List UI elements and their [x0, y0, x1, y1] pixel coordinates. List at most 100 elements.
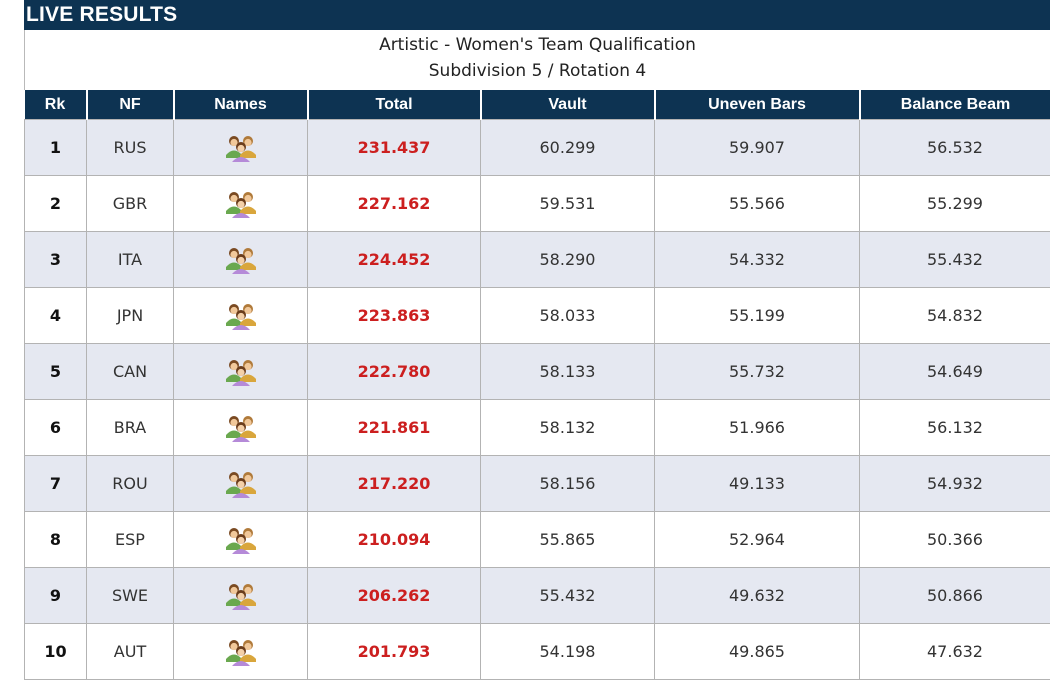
- nf-cell: BRA: [86, 399, 174, 456]
- total-cell: 227.162: [307, 175, 481, 232]
- event-heading: Artistic - Women's Team Qualification Su…: [24, 30, 1050, 90]
- vault-cell: 59.531: [480, 175, 655, 232]
- total-cell: 224.452: [307, 231, 481, 288]
- team-members-icon[interactable]: [224, 133, 258, 163]
- nf-cell: JPN: [86, 287, 174, 344]
- live-results-banner: LIVE RESULTS: [24, 0, 1050, 30]
- names-cell[interactable]: [173, 175, 308, 232]
- nf-cell: ITA: [86, 231, 174, 288]
- team-members-icon[interactable]: [224, 469, 258, 499]
- table-row: 3 ITA 224.452 58.290 54.332 55.432: [24, 231, 1050, 288]
- event-subtitle: Subdivision 5 / Rotation 4: [428, 61, 647, 81]
- table-row: 10 AUT 201.793 54.198 49.865 47.632: [24, 623, 1050, 680]
- vault-cell: 58.290: [480, 231, 655, 288]
- team-members-icon[interactable]: [224, 525, 258, 555]
- uneven-bars-cell: 55.199: [654, 287, 860, 344]
- results-body: 1 RUS 231.437 60.299 59.907 56.532 2 GBR 227.162…: [24, 119, 1050, 680]
- rank-cell: 4: [24, 287, 87, 344]
- total-cell: 217.220: [307, 455, 481, 512]
- rank-cell: 8: [24, 511, 87, 568]
- team-members-icon[interactable]: [224, 357, 258, 387]
- names-cell[interactable]: [173, 567, 308, 624]
- balance-beam-cell: 56.132: [859, 399, 1050, 456]
- nf-cell: GBR: [86, 175, 174, 232]
- table-row: 7 ROU 217.220 58.156 49.133 54.932: [24, 455, 1050, 512]
- rank-cell: 1: [24, 119, 87, 176]
- names-cell[interactable]: [173, 343, 308, 400]
- header-names[interactable]: Names: [172, 90, 308, 120]
- team-members-icon[interactable]: [224, 189, 258, 219]
- uneven-bars-cell: 55.732: [654, 343, 860, 400]
- names-cell[interactable]: [173, 623, 308, 680]
- nf-cell: RUS: [86, 119, 174, 176]
- table-row: 6 BRA 221.861 58.132 51.966 56.132: [24, 399, 1050, 456]
- total-cell: 210.094: [307, 511, 481, 568]
- team-members-icon[interactable]: [224, 413, 258, 443]
- rank-cell: 6: [24, 399, 87, 456]
- names-cell[interactable]: [173, 119, 308, 176]
- vault-cell: 58.133: [480, 343, 655, 400]
- header-nf[interactable]: NF: [85, 90, 174, 120]
- nf-cell: CAN: [86, 343, 174, 400]
- table-row: 4 JPN 223.863 58.033 55.199 54.832: [24, 287, 1050, 344]
- rank-cell: 5: [24, 343, 87, 400]
- vault-cell: 55.865: [480, 511, 655, 568]
- uneven-bars-cell: 59.907: [654, 119, 860, 176]
- team-members-icon[interactable]: [224, 637, 258, 667]
- vault-cell: 58.033: [480, 287, 655, 344]
- balance-beam-cell: 50.866: [859, 567, 1050, 624]
- table-row: 9 SWE 206.262 55.432 49.632 50.866: [24, 567, 1050, 624]
- names-cell[interactable]: [173, 455, 308, 512]
- rank-cell: 2: [24, 175, 87, 232]
- nf-cell: ESP: [86, 511, 174, 568]
- vault-cell: 60.299: [480, 119, 655, 176]
- table-header-row: Rk NF Names Total Vault Uneven Bars Bala…: [24, 90, 1050, 120]
- header-balance-beam[interactable]: Balance Beam: [858, 90, 1050, 120]
- header-total[interactable]: Total: [306, 90, 481, 120]
- team-members-icon[interactable]: [224, 301, 258, 331]
- balance-beam-cell: 54.649: [859, 343, 1050, 400]
- uneven-bars-cell: 49.632: [654, 567, 860, 624]
- uneven-bars-cell: 54.332: [654, 231, 860, 288]
- live-results-panel: LIVE RESULTS Artistic - Women's Team Qua…: [24, 0, 1050, 680]
- balance-beam-cell: 50.366: [859, 511, 1050, 568]
- names-cell[interactable]: [173, 399, 308, 456]
- vault-cell: 54.198: [480, 623, 655, 680]
- balance-beam-cell: 55.299: [859, 175, 1050, 232]
- event-title: Artistic - Women's Team Qualification: [379, 35, 696, 55]
- total-cell: 231.437: [307, 119, 481, 176]
- uneven-bars-cell: 52.964: [654, 511, 860, 568]
- nf-cell: SWE: [86, 567, 174, 624]
- header-uneven-bars[interactable]: Uneven Bars: [653, 90, 860, 120]
- names-cell[interactable]: [173, 511, 308, 568]
- rank-cell: 7: [24, 455, 87, 512]
- table-row: 5 CAN 222.780 58.133 55.732 54.649: [24, 343, 1050, 400]
- total-cell: 201.793: [307, 623, 481, 680]
- total-cell: 221.861: [307, 399, 481, 456]
- vault-cell: 58.156: [480, 455, 655, 512]
- names-cell[interactable]: [173, 231, 308, 288]
- header-rank[interactable]: Rk: [24, 90, 87, 120]
- names-cell[interactable]: [173, 287, 308, 344]
- header-vault[interactable]: Vault: [479, 90, 655, 120]
- uneven-bars-cell: 51.966: [654, 399, 860, 456]
- nf-cell: AUT: [86, 623, 174, 680]
- rank-cell: 10: [24, 623, 87, 680]
- balance-beam-cell: 56.532: [859, 119, 1050, 176]
- vault-cell: 55.432: [480, 567, 655, 624]
- uneven-bars-cell: 49.133: [654, 455, 860, 512]
- total-cell: 223.863: [307, 287, 481, 344]
- rank-cell: 3: [24, 231, 87, 288]
- balance-beam-cell: 47.632: [859, 623, 1050, 680]
- team-members-icon[interactable]: [224, 245, 258, 275]
- total-cell: 206.262: [307, 567, 481, 624]
- balance-beam-cell: 55.432: [859, 231, 1050, 288]
- vault-cell: 58.132: [480, 399, 655, 456]
- results-table: Rk NF Names Total Vault Uneven Bars Bala…: [24, 90, 1050, 680]
- team-members-icon[interactable]: [224, 581, 258, 611]
- rank-cell: 9: [24, 567, 87, 624]
- uneven-bars-cell: 55.566: [654, 175, 860, 232]
- table-row: 2 GBR 227.162 59.531 55.566 55.299: [24, 175, 1050, 232]
- table-row: 1 RUS 231.437 60.299 59.907 56.532: [24, 119, 1050, 176]
- balance-beam-cell: 54.832: [859, 287, 1050, 344]
